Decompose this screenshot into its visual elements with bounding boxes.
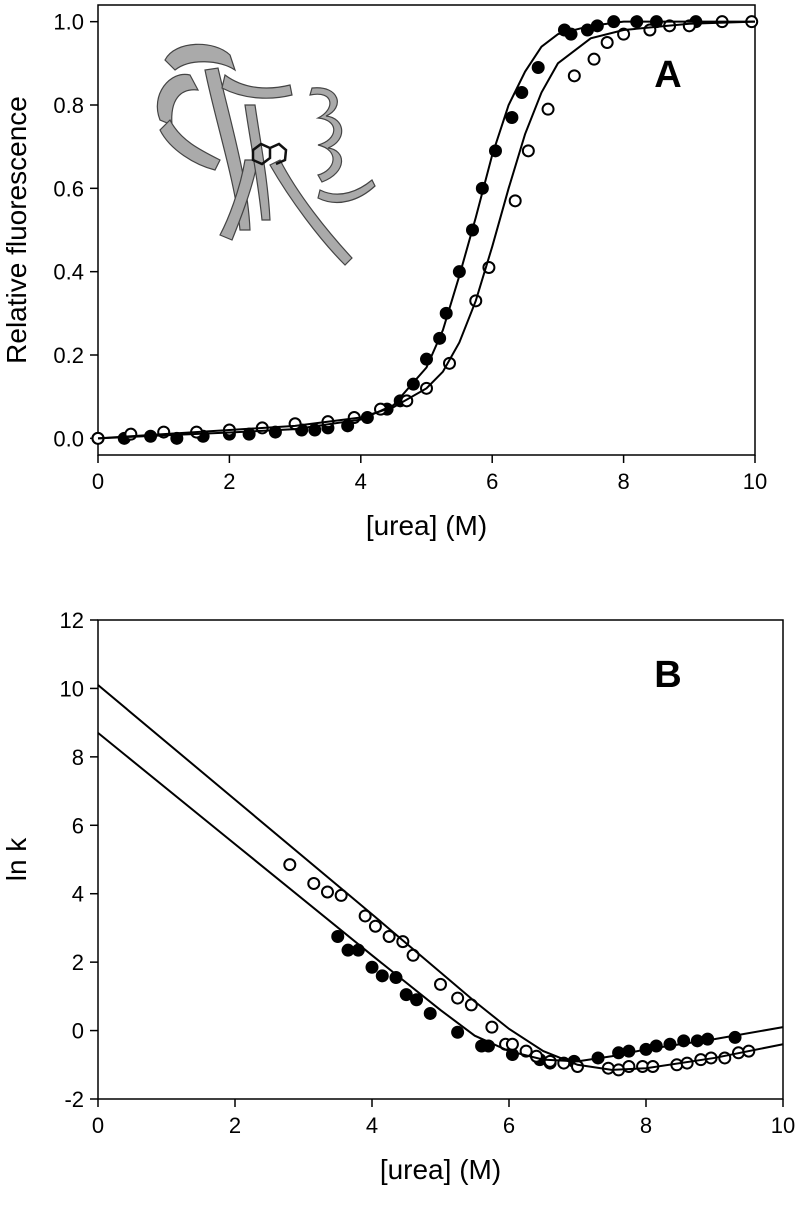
fit-line xyxy=(97,732,784,1063)
x-tick-label: 0 xyxy=(92,469,104,494)
y-tick-label: 6 xyxy=(72,813,84,838)
filled-point xyxy=(410,993,424,1007)
open-point xyxy=(505,1037,519,1051)
open-point xyxy=(320,885,334,899)
x-tick-label: 4 xyxy=(366,1113,378,1138)
open-point xyxy=(451,991,465,1005)
open-point xyxy=(358,909,372,923)
y-tick-label: 0 xyxy=(72,1019,84,1044)
fit-line xyxy=(97,20,756,440)
filled-point xyxy=(451,1025,465,1039)
x-axis-label: [urea] (M) xyxy=(380,1154,501,1185)
open-point xyxy=(541,102,555,116)
x-tick-label: 8 xyxy=(617,469,629,494)
panel-label: B xyxy=(654,654,681,696)
x-tick-label: 10 xyxy=(743,469,767,494)
panel-label: A xyxy=(654,54,681,96)
y-tick-label: 0.0 xyxy=(53,426,84,451)
y-tick-label: 12 xyxy=(60,608,84,633)
open-point xyxy=(718,1051,732,1065)
protein-inset xyxy=(156,43,376,266)
y-tick-label: 1.0 xyxy=(53,10,84,35)
x-tick-label: 2 xyxy=(229,1113,241,1138)
open-point xyxy=(543,1054,557,1068)
plot-frame xyxy=(97,619,784,1100)
filled-point xyxy=(649,1039,663,1053)
filled-point xyxy=(331,929,345,943)
x-tick-label: 8 xyxy=(640,1113,652,1138)
y-tick-label: 0.4 xyxy=(53,260,84,285)
filled-point xyxy=(728,1030,742,1044)
y-tick-label: 8 xyxy=(72,745,84,770)
open-point xyxy=(521,144,535,158)
open-point xyxy=(334,888,348,902)
filled-point xyxy=(365,960,379,974)
filled-point xyxy=(515,86,529,99)
filled-point xyxy=(531,61,545,74)
open-point xyxy=(622,1059,636,1073)
open-point xyxy=(485,1020,499,1034)
y-tick-label: 0.2 xyxy=(53,343,84,368)
open-point xyxy=(600,36,614,49)
y-axis-label: ln k xyxy=(1,837,32,882)
filled-point xyxy=(341,419,355,433)
x-tick-label: 10 xyxy=(771,1113,795,1138)
filled-point xyxy=(375,969,389,983)
open-point xyxy=(434,977,447,991)
x-tick-label: 6 xyxy=(486,469,498,494)
open-point xyxy=(508,194,522,208)
x-tick-label: 0 xyxy=(92,1113,104,1138)
fit-line xyxy=(97,684,784,1071)
open-point xyxy=(307,876,321,890)
x-tick-label: 6 xyxy=(503,1113,515,1138)
filled-point xyxy=(389,971,403,985)
open-point xyxy=(567,69,581,83)
x-tick-label: 2 xyxy=(223,469,235,494)
y-tick-label: 10 xyxy=(60,676,84,701)
y-axis-label: Relative fluorescence xyxy=(1,96,32,364)
y-tick-label: 0.8 xyxy=(53,93,84,118)
open-point xyxy=(368,919,382,933)
x-tick-label: 4 xyxy=(355,469,367,494)
fit-line xyxy=(97,20,755,440)
y-tick-label: 0.6 xyxy=(53,176,84,201)
filled-point xyxy=(399,988,413,1002)
x-axis-label: [urea] (M) xyxy=(366,510,487,541)
open-point xyxy=(283,858,297,872)
plot-frame xyxy=(97,4,756,456)
open-point xyxy=(382,929,396,943)
y-tick-label: 4 xyxy=(72,882,84,907)
y-tick-label: -2 xyxy=(64,1087,84,1112)
open-point xyxy=(587,52,601,66)
y-tick-label: 2 xyxy=(72,950,84,975)
filled-point xyxy=(423,1006,437,1020)
filled-point xyxy=(505,111,519,124)
filled-point xyxy=(612,1046,626,1060)
